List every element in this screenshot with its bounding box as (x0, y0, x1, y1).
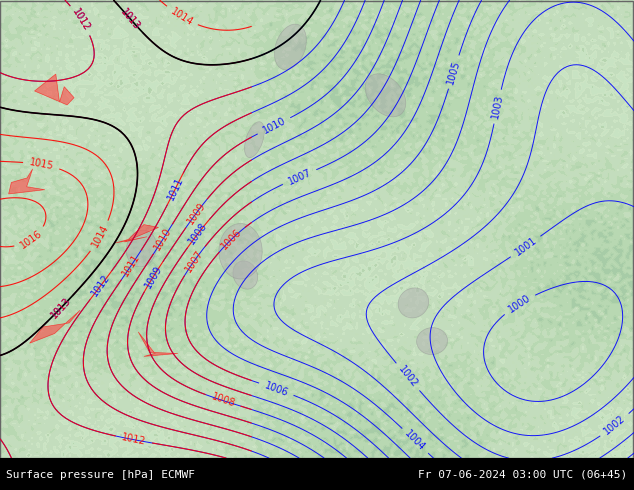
Text: 1009: 1009 (143, 264, 164, 290)
Text: 1006: 1006 (263, 380, 290, 398)
Text: 1005: 1005 (446, 59, 462, 85)
Polygon shape (34, 74, 74, 105)
Polygon shape (9, 169, 45, 194)
Ellipse shape (365, 74, 406, 117)
Text: 1003: 1003 (490, 94, 505, 120)
Text: 1004: 1004 (403, 429, 427, 453)
Ellipse shape (417, 328, 448, 355)
Text: 1015: 1015 (29, 157, 55, 171)
Text: 1009: 1009 (185, 200, 207, 226)
Ellipse shape (233, 261, 257, 289)
Text: 1013: 1013 (49, 296, 72, 321)
Text: 1013: 1013 (119, 7, 143, 32)
Text: 1002: 1002 (602, 414, 628, 437)
Text: 1014: 1014 (90, 223, 110, 249)
Text: 1007: 1007 (286, 167, 313, 187)
Text: 1002: 1002 (396, 364, 420, 390)
Text: 1016: 1016 (18, 228, 44, 250)
Text: Surface pressure [hPa] ECMWF: Surface pressure [hPa] ECMWF (6, 470, 195, 480)
Text: 1013: 1013 (119, 7, 143, 32)
Text: 1006: 1006 (219, 227, 243, 251)
Text: 1010: 1010 (261, 116, 287, 136)
Text: 1007: 1007 (183, 248, 205, 274)
Ellipse shape (219, 223, 262, 279)
FancyBboxPatch shape (0, 0, 634, 458)
Text: 1013: 1013 (49, 296, 72, 321)
Polygon shape (30, 310, 80, 343)
Text: 1008: 1008 (210, 392, 236, 409)
Text: 1011: 1011 (165, 176, 185, 202)
Text: 1011: 1011 (120, 252, 142, 278)
Text: 1012: 1012 (120, 432, 147, 447)
Ellipse shape (398, 288, 429, 318)
Text: 1012: 1012 (70, 7, 92, 33)
Text: 1001: 1001 (513, 235, 538, 258)
Text: 1010: 1010 (152, 226, 174, 252)
Text: 1008: 1008 (187, 220, 209, 246)
Ellipse shape (245, 122, 264, 158)
Text: 1012: 1012 (70, 7, 92, 33)
Text: Fr 07-06-2024 03:00 UTC (06+45): Fr 07-06-2024 03:00 UTC (06+45) (418, 470, 628, 480)
Text: 1000: 1000 (507, 293, 533, 315)
Polygon shape (115, 224, 158, 243)
Ellipse shape (275, 24, 306, 70)
Polygon shape (138, 332, 178, 356)
Text: 1012: 1012 (90, 272, 112, 298)
Text: 1014: 1014 (169, 6, 195, 27)
Ellipse shape (126, 230, 157, 267)
